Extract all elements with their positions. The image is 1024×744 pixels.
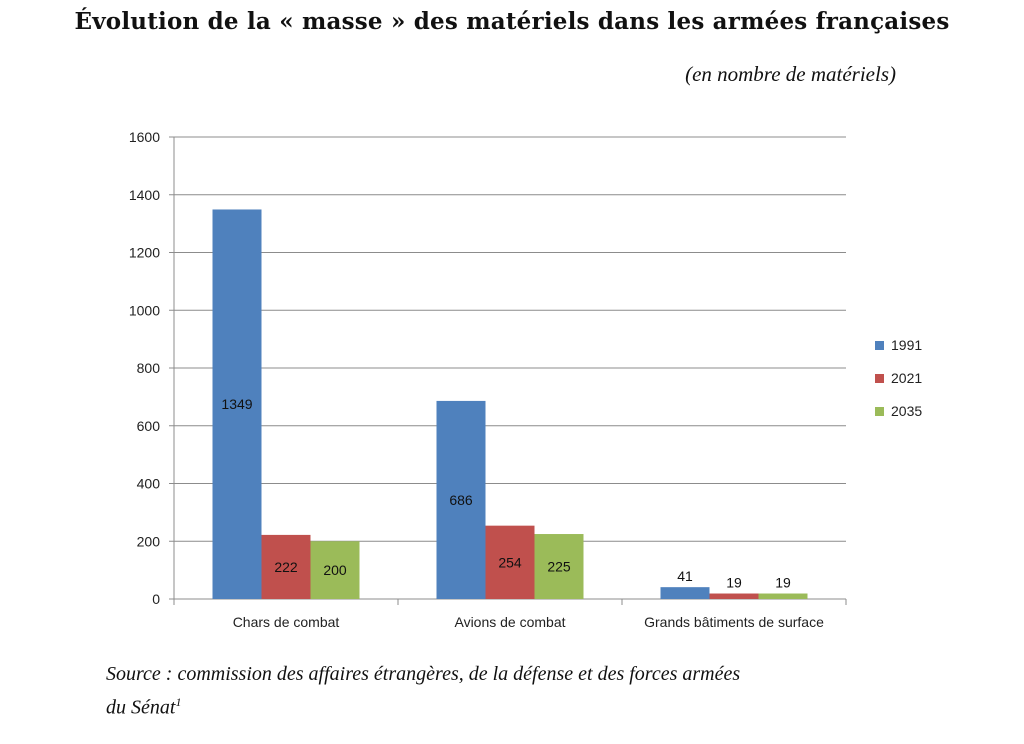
x-tick-label: Grands bâtiments de surface: [644, 614, 824, 630]
bar-1991: [212, 209, 262, 599]
bar-2021: [709, 593, 759, 599]
page-title: Évolution de la « masse » des matériels …: [74, 8, 950, 35]
y-tick-label: 1200: [129, 245, 160, 261]
data-label: 1349: [221, 396, 252, 412]
y-tick-label: 400: [137, 476, 161, 492]
bar-2035: [758, 593, 808, 599]
y-tick-label: 0: [152, 591, 160, 607]
bar-2035: [534, 534, 584, 599]
data-label: 254: [498, 554, 522, 570]
data-label: 41: [677, 568, 693, 584]
legend-label: 1991: [891, 337, 922, 353]
data-label: 19: [726, 575, 742, 591]
data-label: 222: [274, 559, 298, 575]
bar-1991: [436, 400, 486, 599]
data-label: 19: [775, 575, 791, 591]
bar-2035: [310, 541, 360, 599]
bar-1991: [660, 587, 710, 599]
data-label: 225: [547, 559, 571, 575]
data-label: 200: [323, 562, 347, 578]
bar-2021: [261, 534, 311, 599]
y-tick-label: 800: [137, 360, 161, 376]
bar-2021: [485, 525, 535, 599]
legend-label: 2021: [891, 370, 922, 386]
y-tick-label: 1600: [129, 129, 160, 145]
x-tick-label: Chars de combat: [233, 614, 340, 630]
footnote-mark: 1: [175, 695, 182, 709]
source-text: Source : commission des affaires étrangè…: [106, 663, 741, 685]
source-text-line2: du Sénat: [106, 696, 176, 719]
x-tick-label: Avions de combat: [454, 614, 565, 630]
y-tick-label: 1000: [129, 302, 160, 318]
data-label: 686: [449, 492, 473, 508]
legend-swatch-2035: [875, 407, 884, 416]
legend-swatch-1991: [875, 341, 884, 350]
chart-subtitle: (en nombre de matériels): [685, 62, 896, 86]
y-tick-label: 600: [137, 418, 161, 434]
y-tick-label: 200: [137, 533, 161, 549]
legend-label: 2035: [891, 403, 922, 419]
source-note: Source : commission des affaires étrangè…: [106, 660, 926, 722]
y-tick-label: 1400: [129, 187, 160, 203]
legend-swatch-2021: [875, 374, 884, 383]
